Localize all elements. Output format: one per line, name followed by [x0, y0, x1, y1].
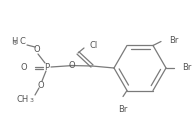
- Text: Br: Br: [182, 63, 191, 72]
- Text: Br: Br: [118, 104, 128, 114]
- Text: Br: Br: [169, 36, 178, 45]
- Text: 3: 3: [13, 41, 17, 46]
- Text: CH: CH: [17, 94, 29, 104]
- Text: H: H: [11, 36, 17, 45]
- Text: P: P: [44, 63, 49, 72]
- Text: 3: 3: [29, 99, 34, 104]
- Text: O: O: [34, 45, 40, 55]
- Text: O: O: [68, 61, 75, 70]
- Text: Cl: Cl: [89, 40, 97, 50]
- Text: O: O: [38, 80, 44, 90]
- Text: O: O: [20, 63, 27, 72]
- Text: C: C: [20, 36, 26, 45]
